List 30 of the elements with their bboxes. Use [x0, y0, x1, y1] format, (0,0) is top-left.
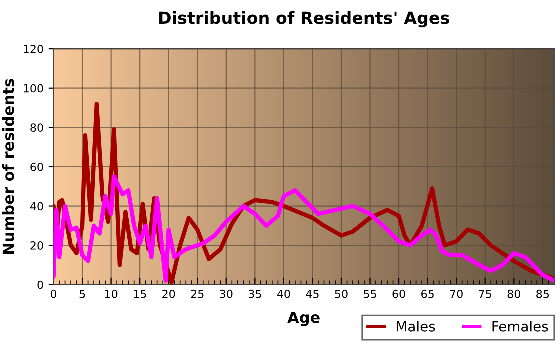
x-tick-label: 25	[191, 290, 204, 298]
x-tick-label: 20	[162, 290, 176, 298]
x-tick-label: 10	[105, 290, 118, 298]
y-tick-label: 100	[24, 84, 44, 93]
x-tick-label: 50	[335, 290, 348, 298]
x-axis-title: Age	[288, 312, 320, 326]
x-tick-label: 35	[248, 290, 262, 298]
x-tick-label: 30	[220, 290, 233, 298]
x-tick-label: 75	[479, 290, 492, 298]
y-tick-label: 80	[30, 124, 44, 132]
y-tick-label: 60	[30, 162, 44, 172]
legend-label: Females	[492, 321, 548, 332]
chart-title: Distribution of Residents' Ages	[160, 11, 450, 28]
x-tick-label: 45	[306, 290, 319, 298]
y-tick-label: 20	[30, 242, 44, 250]
x-tick-label: 60	[392, 290, 406, 298]
x-tick-label: 5	[80, 290, 86, 298]
y-tick-label: 0	[38, 280, 44, 290]
x-tick-label: 65	[422, 290, 434, 298]
x-tick-label: 70	[450, 290, 463, 298]
y-tick-label: 40	[30, 202, 44, 211]
x-tick-label: 55	[364, 290, 376, 298]
x-tick-label: 0	[50, 290, 57, 298]
x-tick-label: 85	[536, 290, 549, 298]
legend-label: Males	[397, 321, 436, 332]
x-tick-label: 80	[508, 290, 520, 298]
y-tick-label: 120	[24, 45, 44, 54]
x-tick-label: 40	[277, 290, 290, 298]
y-axis-title: Number of residents	[2, 79, 14, 254]
x-tick-label: 15	[134, 290, 146, 298]
